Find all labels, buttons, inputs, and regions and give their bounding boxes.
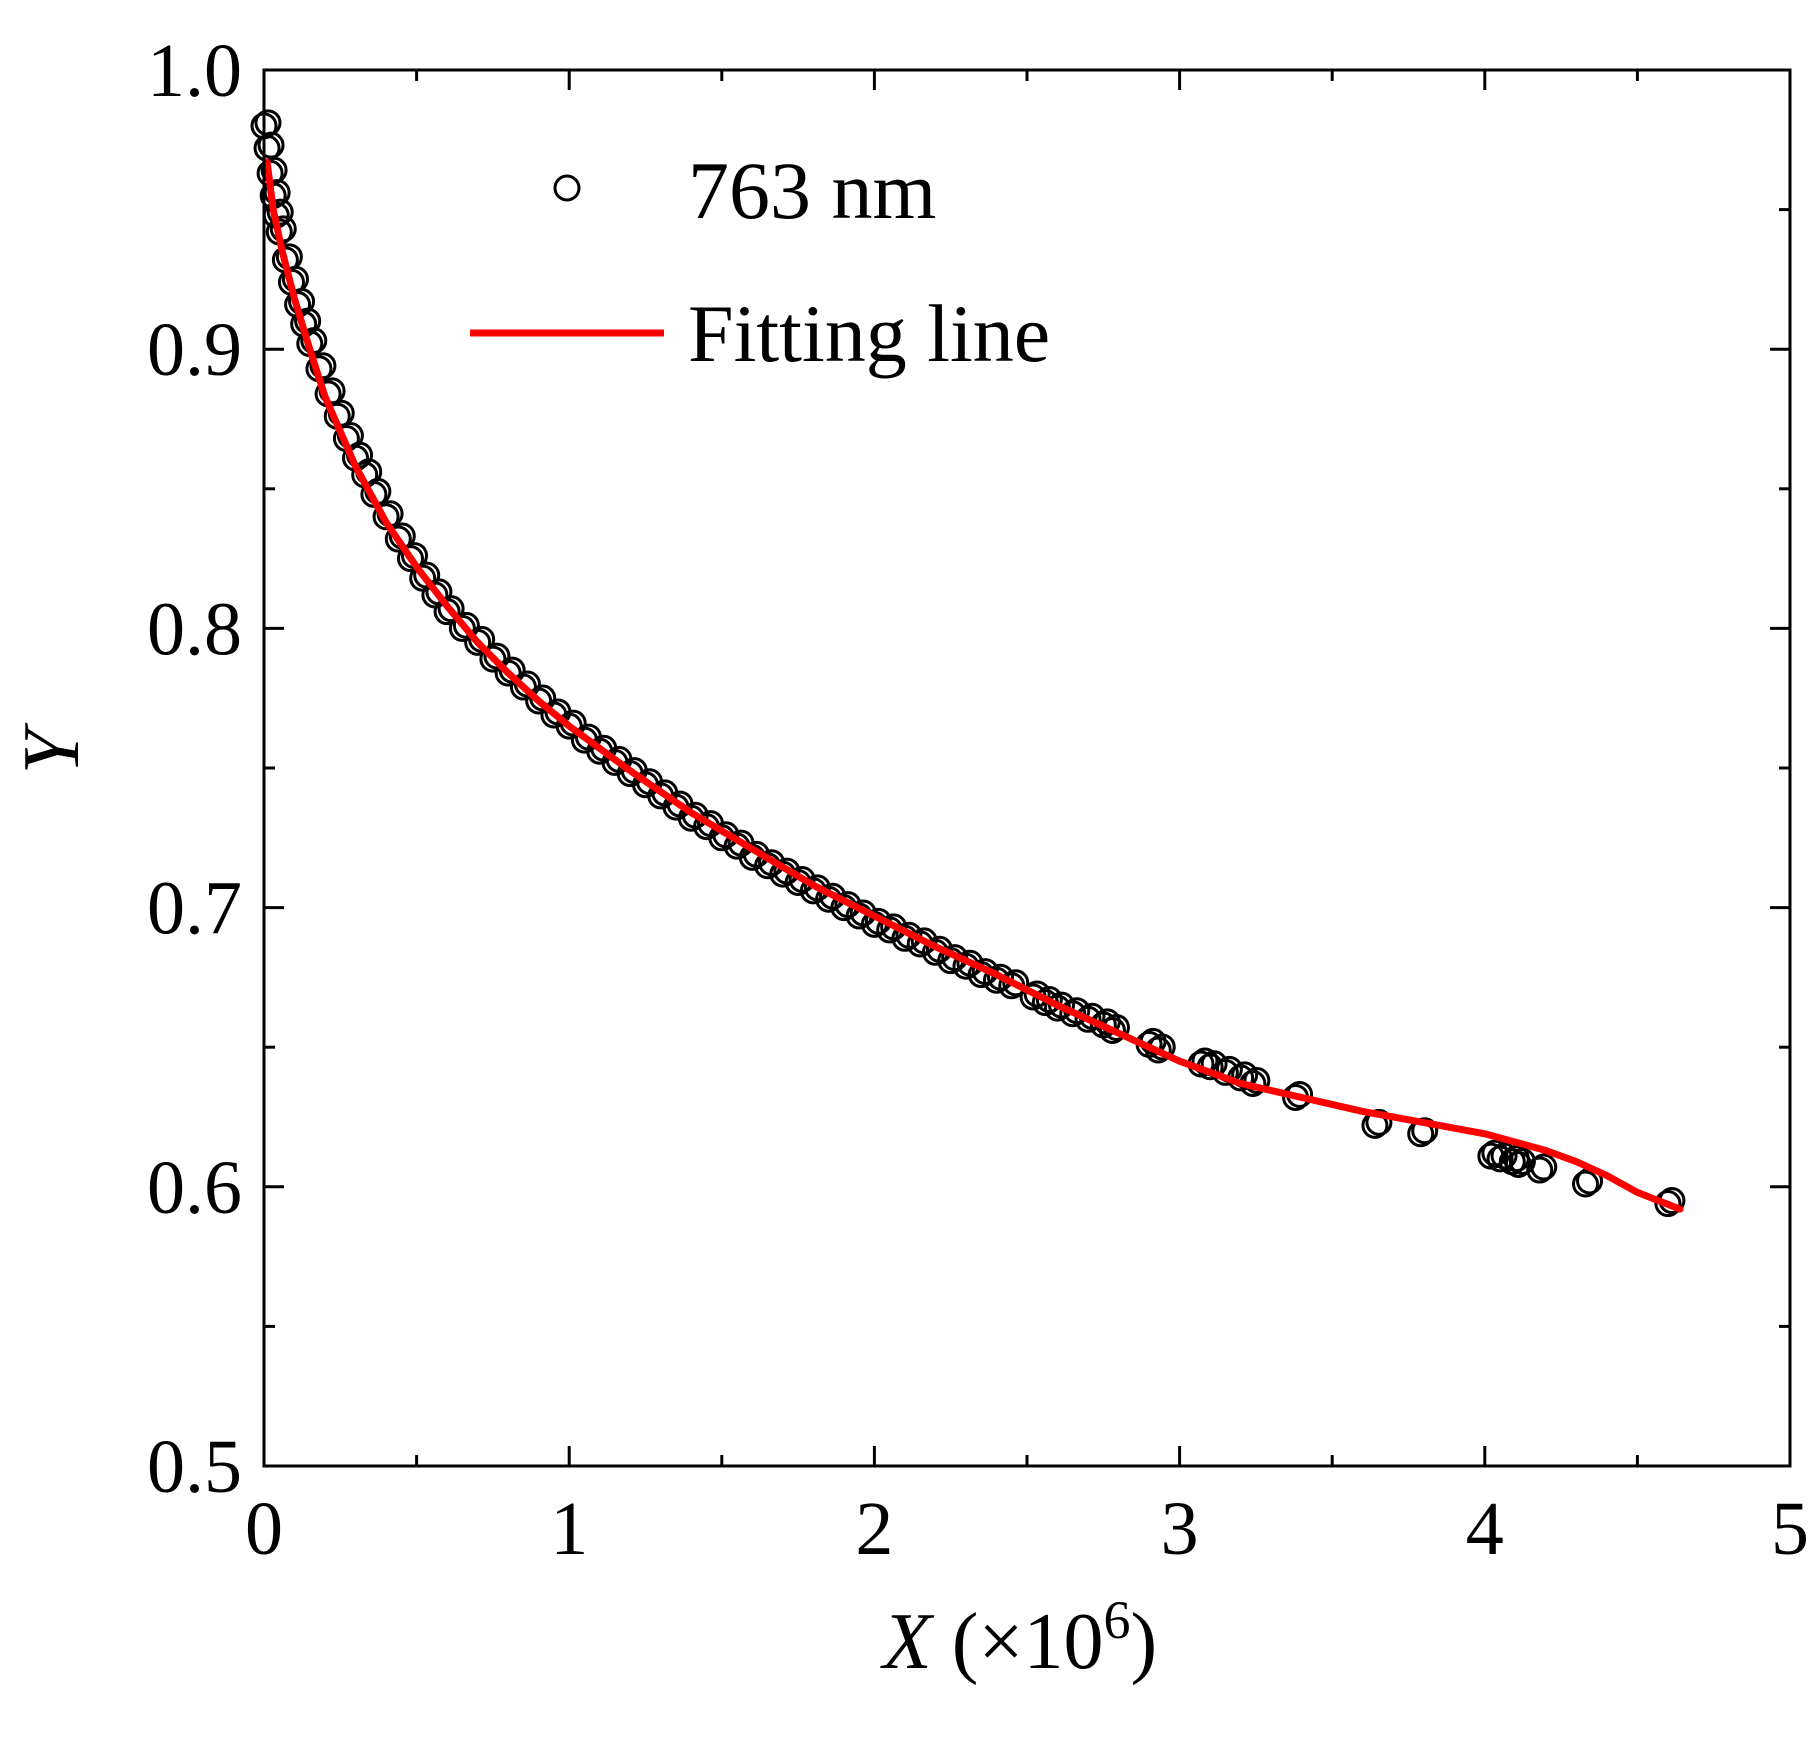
data-point bbox=[1365, 1108, 1393, 1136]
legend: 763 nm Fitting line bbox=[470, 145, 1050, 379]
tick-labels-layer: 0 1 2 3 4 5 0.5 0.6 0.7 0.8 0.9 1.0 bbox=[147, 29, 1809, 1571]
data-point bbox=[464, 628, 492, 656]
x-tick-label: 3 bbox=[1161, 1487, 1199, 1571]
data-point bbox=[437, 595, 465, 623]
data-point bbox=[1002, 969, 1030, 997]
x-tick-label: 5 bbox=[1771, 1487, 1809, 1571]
data-point bbox=[1074, 1005, 1102, 1033]
data-point bbox=[1530, 1153, 1558, 1181]
x-axis-title: X (×106) bbox=[880, 1590, 1157, 1686]
y-axis-title: Y bbox=[8, 722, 96, 774]
data-point bbox=[1490, 1142, 1518, 1170]
x-tick-label: 1 bbox=[550, 1487, 588, 1571]
legend-label-series-2: Fitting line bbox=[688, 288, 1050, 379]
legend-marker-open-circle bbox=[553, 174, 581, 202]
x-axis-title-unit: (×10 bbox=[932, 1598, 1104, 1686]
data-point bbox=[1411, 1117, 1439, 1145]
data-point bbox=[1526, 1156, 1554, 1184]
x-tick-label: 4 bbox=[1466, 1487, 1504, 1571]
data-point bbox=[1243, 1066, 1271, 1094]
x-axis-title-exponent: 6 bbox=[1104, 1590, 1131, 1650]
data-point bbox=[1035, 986, 1063, 1014]
data-point bbox=[433, 598, 461, 626]
ticks-layer bbox=[262, 68, 1792, 1468]
data-point bbox=[1023, 980, 1051, 1008]
y-tick-label: 0.8 bbox=[147, 587, 242, 671]
x-tick-label: 2 bbox=[855, 1487, 893, 1571]
data-point bbox=[1059, 1000, 1087, 1028]
x-axis-title-close: ) bbox=[1131, 1598, 1158, 1686]
data-point bbox=[309, 352, 337, 380]
fitting-line bbox=[263, 158, 1684, 1213]
data-point bbox=[372, 503, 400, 531]
y-tick-label: 0.7 bbox=[147, 867, 242, 951]
data-point bbox=[1098, 1016, 1126, 1044]
data-point bbox=[266, 198, 294, 226]
data-point bbox=[384, 525, 412, 553]
y-tick-label: 1.0 bbox=[147, 29, 242, 113]
y-tick-label: 0.6 bbox=[147, 1146, 242, 1230]
line-layer bbox=[263, 158, 1684, 1213]
x-axis-title-var: X bbox=[880, 1598, 935, 1686]
data-point bbox=[1572, 1170, 1600, 1198]
plot-frame bbox=[262, 68, 1792, 1468]
data-point bbox=[1144, 1036, 1172, 1064]
y-tick-label: 0.9 bbox=[147, 308, 242, 392]
legend-label-series-1: 763 nm bbox=[688, 145, 936, 236]
y-tick-label: 0.5 bbox=[147, 1425, 242, 1509]
data-point bbox=[1654, 1190, 1682, 1218]
x-tick-label: 0 bbox=[245, 1487, 283, 1571]
scatter-layer bbox=[250, 109, 1686, 1218]
data-point bbox=[396, 545, 424, 573]
